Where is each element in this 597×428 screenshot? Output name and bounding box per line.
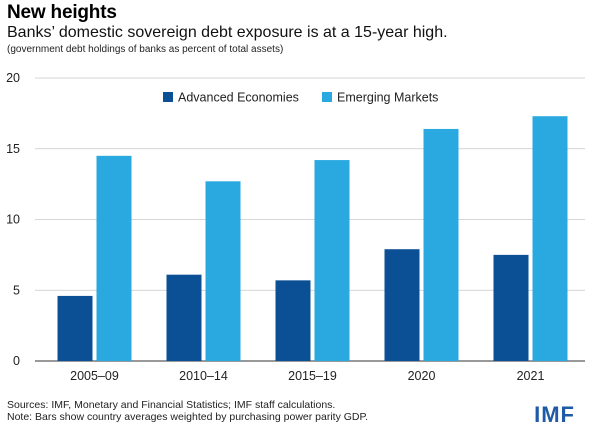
bar-advanced: [166, 274, 202, 361]
bar-emerging: [423, 128, 459, 361]
bar-advanced: [275, 280, 311, 361]
bar-advanced: [493, 254, 529, 361]
bar-advanced: [384, 249, 420, 361]
y-tick-label: 15: [6, 142, 20, 156]
y-tick-label: 0: [13, 354, 20, 368]
legend-swatch-emerging: [322, 92, 332, 102]
x-tick-label: 2010–14: [179, 369, 228, 383]
footnote-text: Note: Bars show country averages weighte…: [7, 411, 369, 423]
chart-units-note: (government debt holdings of banks as pe…: [7, 44, 284, 55]
imf-logo: IMF: [534, 402, 575, 427]
x-tick-label: 2015–19: [288, 369, 337, 383]
x-tick-labels: 2005–09 2010–14 2015–19 2020 2021: [70, 369, 544, 383]
y-tick-labels: 0 5 10 15 20: [6, 71, 20, 368]
chart-subtitle: Banks’ domestic sovereign debt exposure …: [7, 24, 448, 41]
y-tick-label: 5: [13, 283, 20, 297]
bar-advanced: [57, 295, 93, 361]
bar-emerging: [96, 155, 132, 361]
legend-label-emerging: Emerging Markets: [337, 91, 438, 105]
x-tick-label: 2021: [517, 369, 545, 383]
x-tick-label: 2005–09: [70, 369, 119, 383]
bar-emerging: [532, 116, 568, 361]
bars: [57, 116, 568, 361]
bar-emerging: [314, 160, 350, 361]
legend: Advanced Economies Emerging Markets: [163, 91, 438, 105]
x-tick-label: 2020: [408, 369, 436, 383]
bar-emerging: [205, 181, 241, 361]
legend-swatch-advanced: [163, 92, 173, 102]
bar-chart: 0 5 10 15 20 2005–09 2010–14 2015–19 2020 2021 A…: [6, 71, 585, 383]
y-tick-label: 10: [6, 213, 20, 227]
sources-text: Sources: IMF, Monetary and Financial Sta…: [7, 399, 336, 411]
y-tick-label: 20: [6, 71, 20, 85]
chart-title: New heights: [7, 2, 117, 23]
footer: Sources: IMF, Monetary and Financial Sta…: [7, 399, 368, 423]
legend-label-advanced: Advanced Economies: [178, 91, 299, 105]
